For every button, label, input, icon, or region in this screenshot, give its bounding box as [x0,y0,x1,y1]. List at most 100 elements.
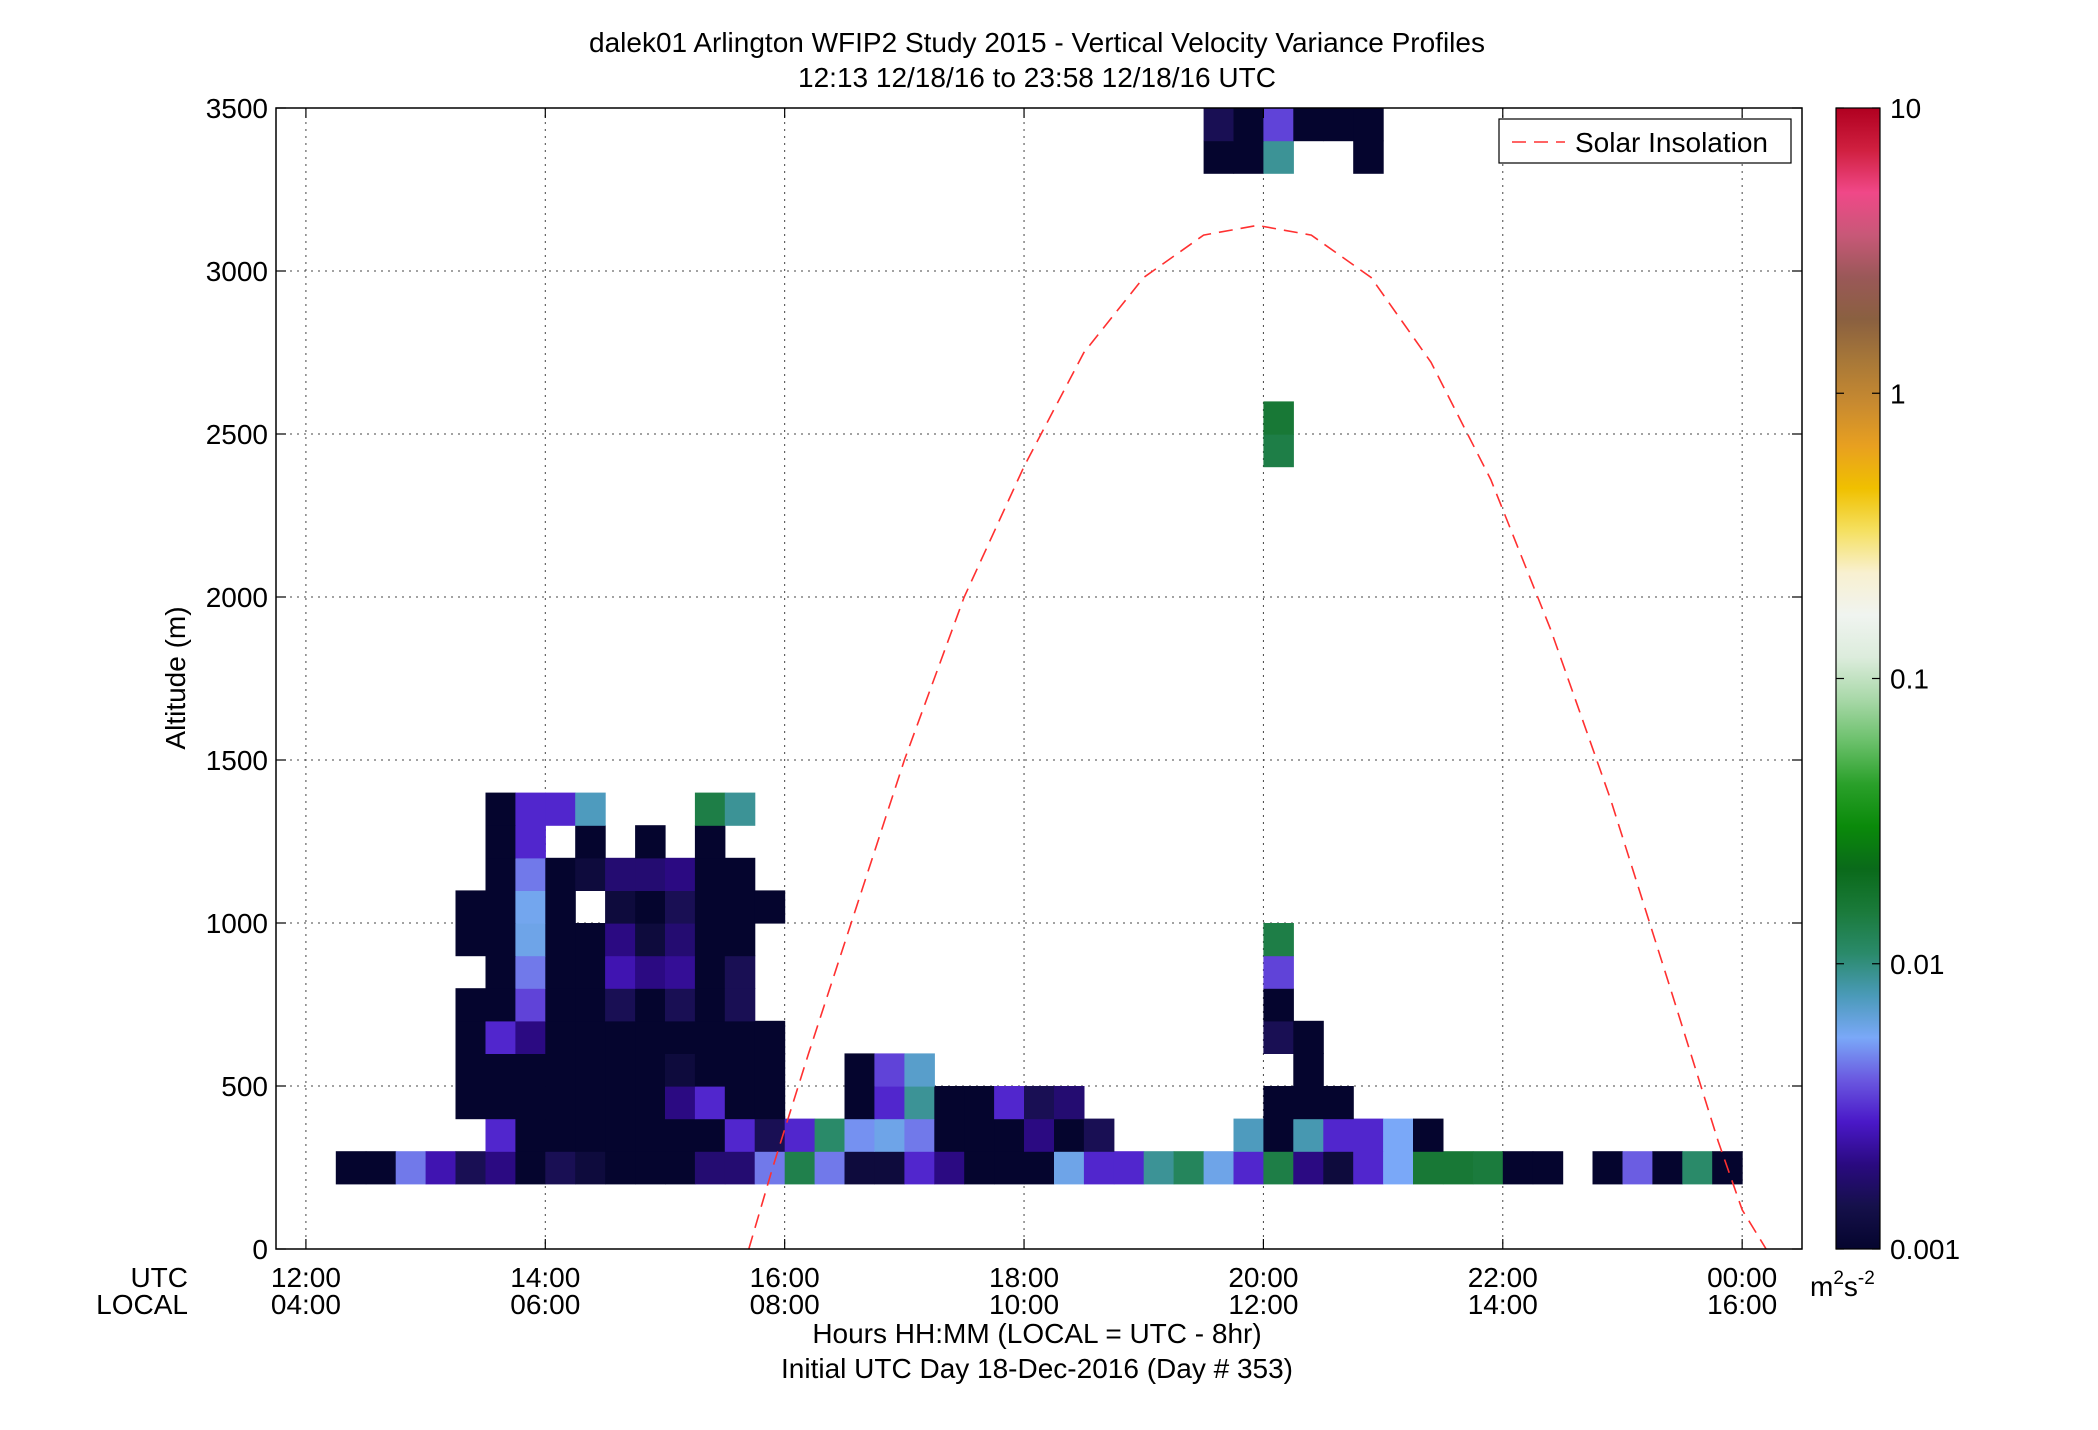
heatmap-cell [1323,108,1354,142]
heatmap-cell [1263,140,1294,174]
heatmap-cell [665,955,696,989]
heatmap-cell [994,1118,1025,1152]
heatmap-cell [844,1151,875,1185]
heatmap-cell [724,857,756,891]
heatmap-cell [964,1086,995,1120]
utc-row-label: UTC [130,1262,188,1293]
heatmap-cell [605,988,636,1022]
heatmap-cells [335,108,1743,1185]
x-tick-label-utc: 22:00 [1468,1262,1538,1293]
heatmap-cell [515,1086,546,1120]
heatmap-cell [994,1086,1025,1120]
x-tick-label-local: 12:00 [1228,1289,1298,1320]
heatmap-cell [545,923,576,957]
heatmap-cell [635,890,666,924]
heatmap-cell [844,1118,875,1152]
heatmap-cell [1323,1086,1354,1120]
heatmap-cell [1682,1151,1713,1185]
heatmap-cell [814,1151,846,1185]
heatmap-cell [485,825,516,859]
heatmap-cell [1353,1118,1384,1152]
heatmap-cell [1143,1151,1175,1185]
y-tick-label: 2500 [206,419,268,450]
heatmap-cell [1652,1151,1683,1185]
y-axis-label: Altitude (m) [160,606,191,749]
heatmap-cell [904,1151,935,1185]
y-tick-label: 0 [252,1234,268,1265]
heatmap-cell [515,792,546,826]
x-tick-label-local: 10:00 [989,1289,1059,1320]
colorbar-unit-exp1: 2 [1833,1268,1844,1289]
x-tick-label-local: 08:00 [750,1289,820,1320]
heatmap-cell [545,792,576,826]
heatmap-cell [575,1151,606,1185]
heatmap-cell [1293,108,1324,142]
legend: Solar Insolation [1498,118,1792,164]
heatmap-cell [455,1053,486,1087]
heatmap-cell [545,1151,576,1185]
heatmap-cell [1263,108,1294,142]
heatmap-cell [1263,401,1294,435]
heatmap-cell [1233,1151,1264,1185]
colorbar-tick-label: 0.1 [1890,664,1929,695]
colorbar-tick-label: 0.01 [1890,949,1945,980]
heatmap-cell [724,955,756,989]
heatmap-cell [754,890,786,924]
x-tick-label-local: 04:00 [271,1289,341,1320]
heatmap-cell [605,1151,636,1185]
heatmap-cell [1353,140,1384,174]
heatmap-cell [1113,1151,1145,1185]
y-tick-label: 3000 [206,256,268,287]
heatmap-cell [575,857,606,891]
heatmap-cell [724,1086,756,1120]
heatmap-cell [515,1020,546,1054]
heatmap-cell [455,988,486,1022]
colorbar-tick-label: 0.001 [1890,1234,1960,1265]
heatmap-cell [605,1053,636,1087]
heatmap-cell [635,955,666,989]
heatmap-cell [1024,1118,1055,1152]
heatmap-cell [1263,1118,1294,1152]
heatmap-cell [665,857,696,891]
heatmap-cell [1383,1118,1414,1152]
legend-box [1498,118,1792,164]
colorbar-unit-mid: s [1844,1271,1858,1302]
heatmap-cell [784,1118,816,1152]
heatmap-cell [635,825,666,859]
chart-subtitle: 12:13 12/18/16 to 23:58 12/18/16 UTC [798,62,1276,93]
heatmap-cell [545,1020,576,1054]
heatmap-cell [545,1118,576,1152]
heatmap-cell [844,1086,875,1120]
heatmap-cell [934,1086,965,1120]
heatmap-cell [605,857,636,891]
heatmap-cell [904,1086,935,1120]
heatmap-cell [665,923,696,957]
heatmap-cell [665,1020,696,1054]
heatmap-cell [1622,1151,1653,1185]
heatmap-cell [754,1118,786,1152]
heatmap-cell [575,955,606,989]
heatmap-cell [575,792,606,826]
heatmap-cell [575,825,606,859]
heatmap-cell [724,1118,756,1152]
heatmap-cell [694,825,726,859]
heatmap-cell [694,1086,726,1120]
heatmap-cell [485,1020,516,1054]
heatmap-cell [515,857,546,891]
heatmap-cell [575,988,606,1022]
heatmap-cell [515,890,546,924]
heatmap-cell [1203,108,1235,142]
heatmap-cell [904,1118,935,1152]
heatmap-cell [635,1086,666,1120]
heatmap-cell [784,1151,816,1185]
heatmap-cell [635,857,666,891]
x-axis-label-secondary: Initial UTC Day 18-Dec-2016 (Day # 353) [781,1353,1293,1384]
heatmap-cell [545,857,576,891]
colorbar-unit: m2s-2 [1810,1268,1875,1302]
x-tick-label-local: 14:00 [1468,1289,1538,1320]
heatmap-cell [994,1151,1025,1185]
colorbar-tick-label: 1 [1890,378,1906,409]
heatmap-cell [724,988,756,1022]
heatmap-cell [485,1086,516,1120]
heatmap-cell [515,825,546,859]
